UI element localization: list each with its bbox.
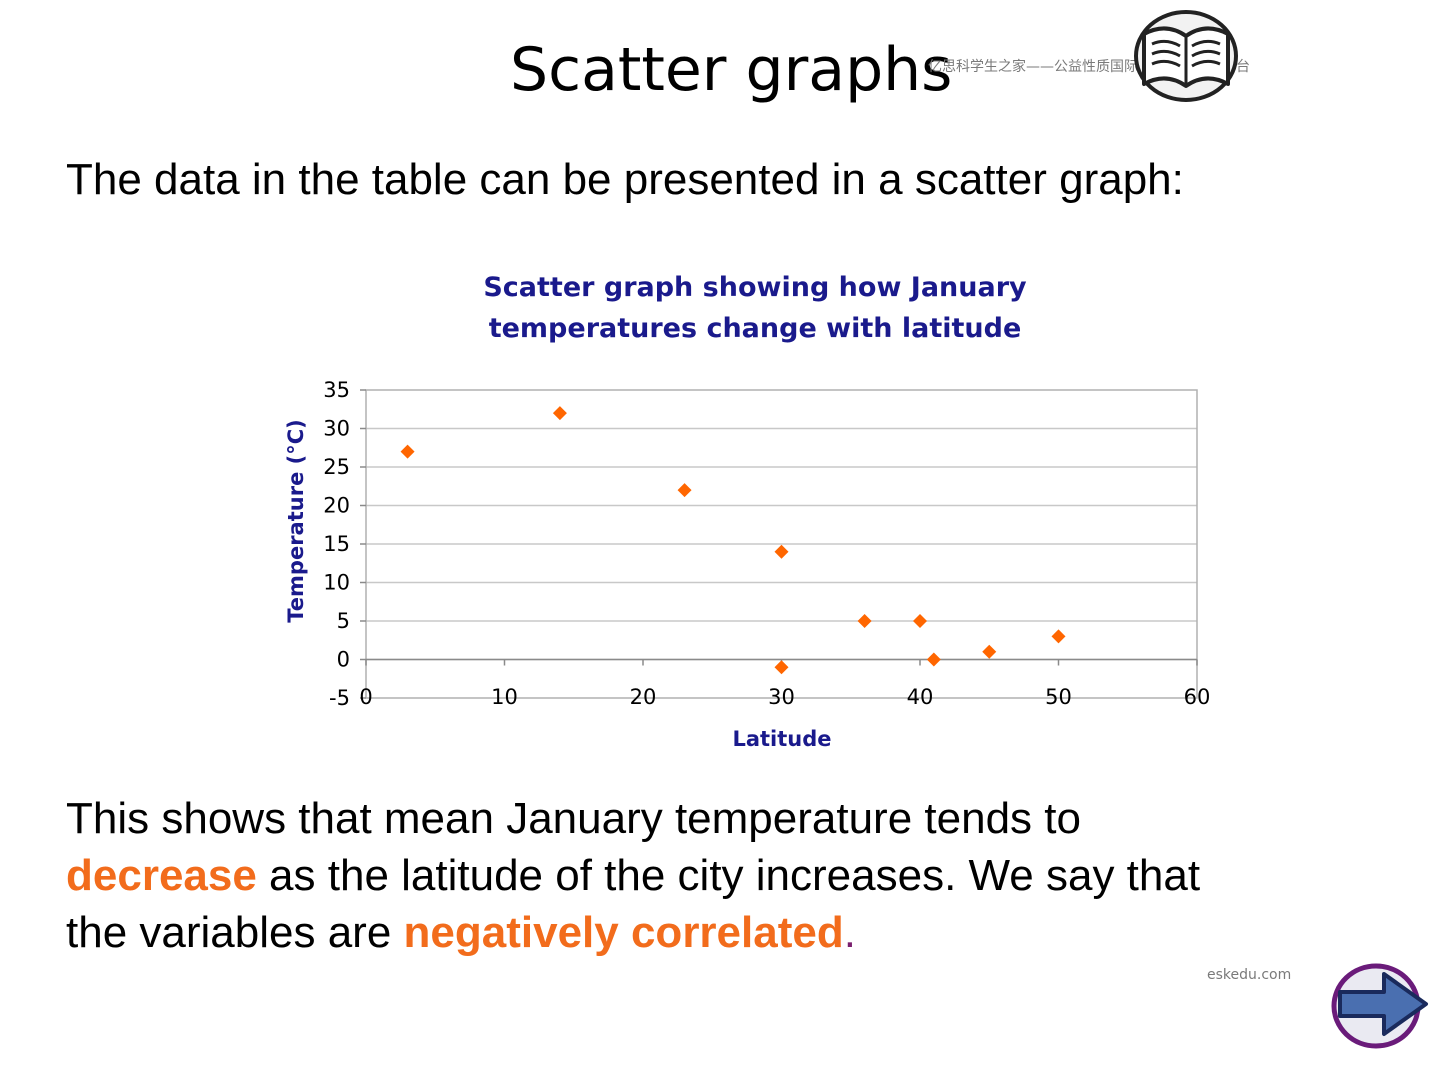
x-axis-label: Latitude xyxy=(732,727,831,751)
summary-text: This shows that mean January temperature… xyxy=(66,790,1346,961)
y-tick-label: 5 xyxy=(337,609,350,633)
x-tick-label: 50 xyxy=(1045,685,1072,709)
data-points xyxy=(400,406,1066,675)
y-tick-label: 20 xyxy=(323,494,350,518)
page-title: Scatter graphs xyxy=(510,35,953,105)
data-point xyxy=(913,614,927,628)
chart-title-line1: Scatter graph showing how January xyxy=(483,272,1027,303)
x-tick-label: 0 xyxy=(359,685,372,709)
scatter-chart: Scatter graph showing how January temper… xyxy=(284,272,1211,751)
x-tick-label: 20 xyxy=(630,685,657,709)
y-tick-labels: -5 0 5 10 15 20 25 30 35 xyxy=(323,378,366,710)
data-point xyxy=(552,406,567,421)
chart-gridlines xyxy=(366,427,1197,661)
x-tick-label: 60 xyxy=(1184,685,1211,709)
summary-line2: as the latitude of the city increases. W… xyxy=(256,851,1201,900)
highlight-decrease: decrease xyxy=(66,851,257,900)
x-tick-labels: 0 10 20 30 40 50 60 xyxy=(359,659,1211,709)
next-slide-button[interactable] xyxy=(1326,960,1432,1050)
y-tick-label: 35 xyxy=(323,378,350,402)
summary-period: . xyxy=(843,908,856,957)
data-point xyxy=(926,652,941,667)
y-axis-label: Temperature (°C) xyxy=(284,419,308,622)
summary-line1: This shows that mean January temperature… xyxy=(66,794,1081,843)
y-tick-label: 15 xyxy=(323,532,350,556)
site-url: eskedu.com xyxy=(1207,967,1292,983)
x-tick-label: 30 xyxy=(768,685,795,709)
intro-text: The data in the table can be presented i… xyxy=(66,155,1184,204)
highlight-negatively-correlated: negatively correlated xyxy=(403,908,844,957)
y-tick-label: 25 xyxy=(323,455,350,479)
data-point xyxy=(982,644,997,659)
data-point xyxy=(857,614,872,628)
y-tick-label: 10 xyxy=(323,571,350,595)
right-arrow-icon xyxy=(1331,963,1428,1049)
data-point xyxy=(774,660,789,675)
book-icon xyxy=(1134,10,1238,102)
y-tick-label: 0 xyxy=(337,648,350,672)
y-tick-label: 30 xyxy=(323,417,350,441)
chart-title-line2: temperatures change with latitude xyxy=(489,313,1022,344)
data-point xyxy=(677,483,692,498)
summary-line3: the variables are xyxy=(66,908,404,957)
data-point xyxy=(400,444,415,459)
data-point xyxy=(774,544,789,559)
x-tick-label: 40 xyxy=(907,685,934,709)
y-tick-label: -5 xyxy=(329,686,350,710)
x-tick-label: 10 xyxy=(491,685,518,709)
data-point xyxy=(1051,629,1066,644)
